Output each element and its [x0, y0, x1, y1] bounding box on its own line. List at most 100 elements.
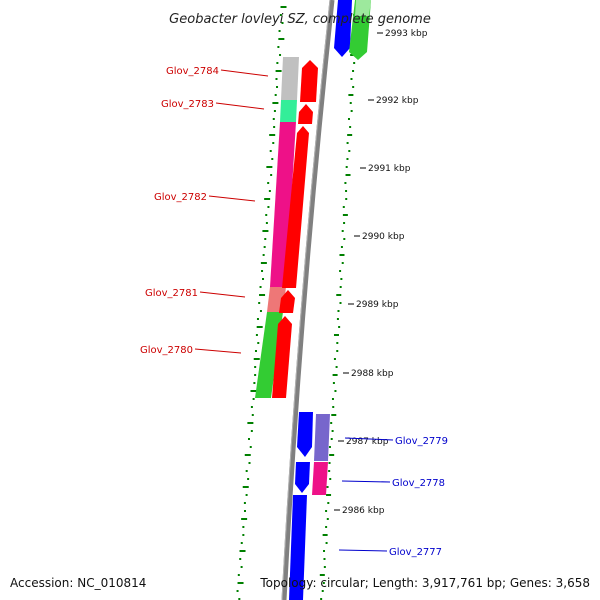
reverse-gene-labels: Glov_2784 Glov_2783 Glov_2782 Glov_2781 Glov… — [140, 66, 269, 356]
gc-dot — [275, 70, 282, 72]
gc-dot — [280, 6, 287, 8]
gc-dot — [245, 470, 248, 472]
gc-dot — [254, 374, 257, 376]
gc-dot — [250, 390, 257, 392]
ruler-ticks: 2993 kbp 2992 kbp 2991 kbp 2990 kbp 2989 kbp… — [334, 29, 428, 516]
gc-dot — [272, 118, 275, 120]
gc-dot — [277, 46, 280, 48]
gc-dot — [264, 198, 271, 200]
gene-leader-line — [338, 549, 388, 552]
ruler-tick-label: 2993 kbp — [385, 29, 428, 39]
cds-arrow-glov-2782 — [282, 126, 309, 288]
gc-dot — [276, 62, 279, 64]
ruler-tick-label: 2990 kbp — [362, 232, 405, 242]
gc-dot — [345, 190, 348, 192]
reverse-cds-track — [272, 60, 318, 398]
gc-dot — [340, 278, 343, 280]
topology-text: Topology: circular; Length: 3,917,761 bp… — [259, 576, 590, 590]
gc-dot — [265, 214, 268, 216]
gc-dot — [259, 294, 266, 296]
gc-dot — [327, 502, 330, 504]
gc-dot — [272, 142, 275, 144]
gc-dot — [266, 166, 273, 168]
gc-dot — [343, 222, 346, 224]
gc-dot — [268, 190, 271, 192]
gc-dot — [331, 414, 337, 416]
gc-dot — [350, 78, 353, 80]
gc-dot — [339, 302, 342, 304]
gc-dot — [330, 438, 333, 440]
cog-arrow-top-light — [355, 0, 371, 16]
gc-dot — [330, 422, 333, 424]
gc-dot — [339, 286, 342, 288]
gc-dot — [345, 198, 348, 200]
gene-label: Glov_2780 — [140, 345, 193, 356]
gc-dot — [335, 366, 338, 368]
cds-arrow-glov-2784 — [300, 60, 318, 102]
cog-block-glov-2779 — [314, 414, 330, 461]
gc-dot — [352, 86, 355, 88]
gc-dot — [254, 350, 257, 352]
gene-leader-line — [341, 480, 391, 483]
gc-dot — [344, 182, 347, 184]
gc-dot — [329, 454, 335, 456]
gc-dot — [254, 366, 257, 368]
gc-dot — [262, 230, 269, 232]
gc-dot — [346, 142, 349, 144]
cog-block-glov-2783 — [280, 100, 297, 122]
gc-dot — [253, 358, 260, 360]
gc-dot — [319, 574, 325, 576]
gene-label: Glov_2782 — [154, 192, 207, 203]
gc-dot — [260, 262, 267, 264]
gc-dot — [274, 94, 277, 96]
gc-dot — [321, 590, 324, 592]
gc-dot — [259, 310, 262, 312]
gc-dot — [333, 358, 336, 360]
gc-dot — [325, 542, 328, 544]
gc-dot — [347, 118, 350, 120]
gc-dot — [353, 62, 356, 64]
gc-dot — [272, 102, 279, 104]
gc-dot — [331, 398, 334, 400]
gc-dot — [252, 398, 255, 400]
gc-dot — [332, 374, 338, 376]
genome-backbone-highlight — [281, 0, 331, 600]
gc-dot — [336, 294, 342, 296]
gc-dot — [253, 382, 256, 384]
forward-cds-track — [289, 0, 371, 600]
gc-dot — [320, 598, 323, 600]
ruler-tick-label: 2987 kbp — [346, 437, 389, 447]
gc-dot — [333, 334, 339, 336]
gc-dot — [257, 342, 260, 344]
gc-dot — [255, 334, 258, 336]
gc-dot — [328, 470, 331, 472]
gc-dot — [273, 110, 276, 112]
gene-label: Glov_2781 — [145, 288, 198, 299]
gene-label: Glov_2778 — [392, 478, 445, 489]
gc-dot — [352, 70, 355, 72]
gc-dot — [273, 126, 276, 128]
cog-block-glov-2782 — [270, 122, 296, 287]
gc-dot — [322, 582, 325, 584]
gc-dot — [265, 222, 268, 224]
gc-dot — [239, 558, 242, 560]
gc-dot — [263, 246, 266, 248]
gc-dot — [276, 86, 279, 88]
genome-backbone — [281, 0, 335, 600]
accession-text: Accession: NC_010814 — [10, 576, 146, 590]
gc-dot — [247, 422, 254, 424]
gc-dot — [241, 518, 248, 520]
gc-dot — [247, 438, 250, 440]
gc-dot — [339, 254, 345, 256]
gc-dot — [343, 238, 346, 240]
gc-dot — [250, 406, 253, 408]
gc-dot — [349, 126, 352, 128]
gc-dot — [247, 478, 250, 480]
gc-dot — [262, 254, 265, 256]
gc-dot — [349, 102, 352, 104]
gc-dot — [271, 158, 274, 160]
gc-dot — [339, 270, 342, 272]
ruler-tick-label: 2989 kbp — [356, 300, 399, 310]
gc-dot — [245, 494, 248, 496]
